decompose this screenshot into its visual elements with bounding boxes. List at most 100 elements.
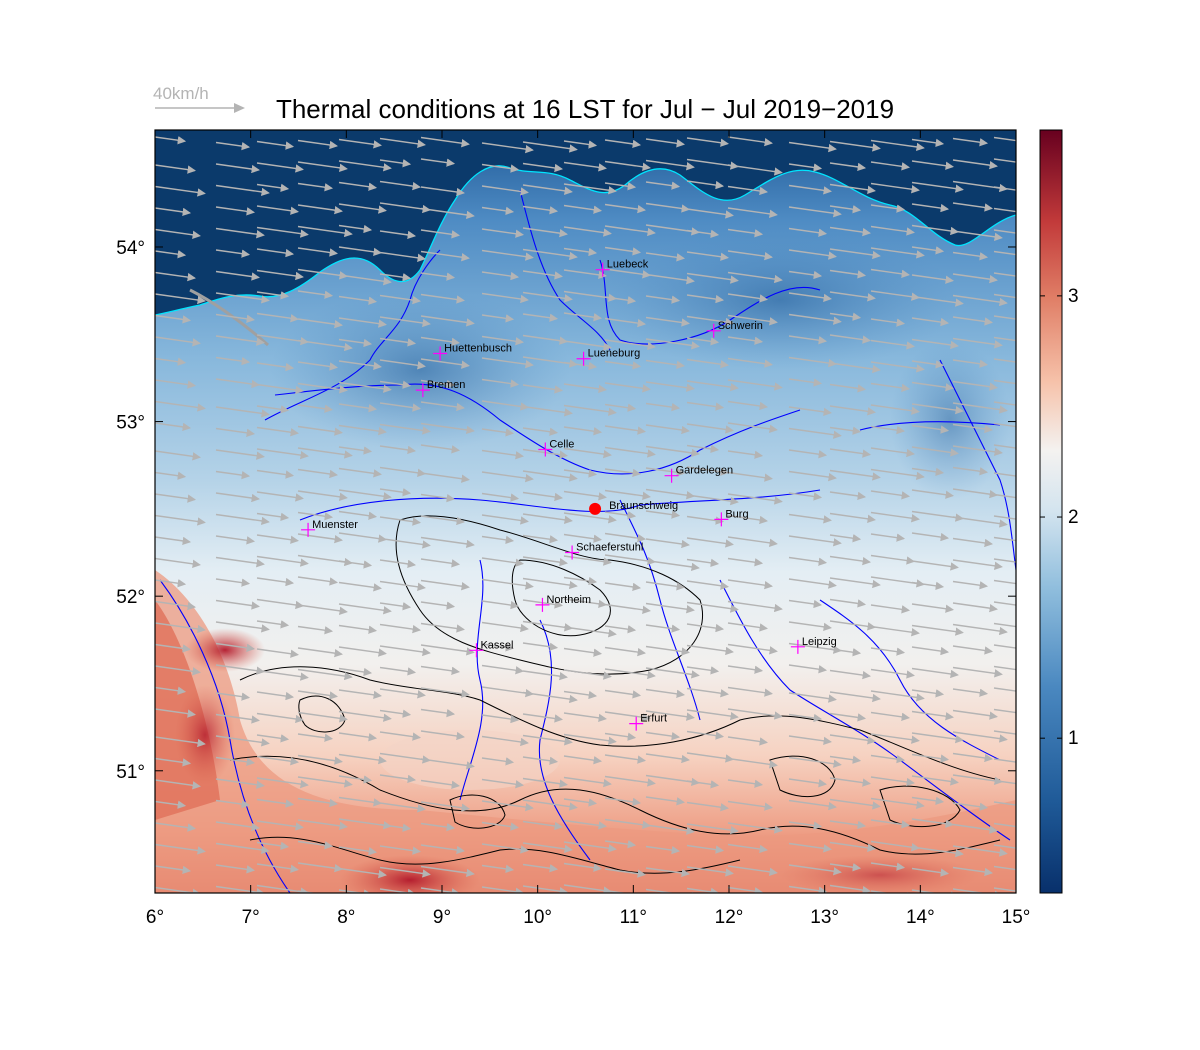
wind-arrow: [379, 316, 431, 328]
wind-arrow: [522, 799, 578, 811]
warm-region-south: [155, 570, 1016, 893]
wind-arrow: [379, 180, 421, 191]
wind-arrow: [563, 733, 617, 745]
wind-arrow: [522, 384, 564, 394]
wind-arrow: [686, 558, 720, 567]
wind-arrow: [420, 493, 456, 503]
wind-arrow: [563, 226, 612, 237]
wind-arrow: [522, 291, 573, 303]
lat-tick-label: 52°: [116, 587, 145, 608]
wind-arrow: [379, 731, 421, 741]
wind-arrow: [686, 709, 739, 721]
wind-arrow: [155, 493, 196, 503]
wind-arrow: [604, 182, 637, 191]
wind-arrow: [420, 444, 461, 454]
wind-arrow: [256, 405, 290, 414]
wind-arrow: [870, 711, 911, 721]
wind-arrow: [952, 845, 1008, 857]
wind-arrow: [952, 537, 994, 548]
wind-arrow: [297, 447, 353, 459]
wind-arrow: [993, 822, 1016, 828]
wind-arrow: [788, 778, 828, 788]
wind-arrow: [155, 514, 206, 526]
colorbar: [1039, 129, 1063, 894]
wind-arrow: [563, 361, 598, 371]
wind-arrow: [481, 314, 515, 323]
wind-arrow: [604, 711, 651, 722]
wind-arrow: [522, 184, 573, 196]
wind-arrow: [297, 604, 348, 616]
wind-arrow: [215, 313, 256, 323]
wind-arrow: [952, 445, 1003, 457]
wind-arrow: [481, 735, 529, 747]
wind-arrow: [870, 625, 920, 637]
wind-arrow: [379, 337, 417, 347]
wind-arrow: [870, 290, 920, 301]
wind-arrow: [379, 516, 421, 526]
wind-arrow: [993, 493, 1016, 499]
wind-arrow: [788, 756, 842, 768]
wind-arrow: [727, 665, 764, 674]
lon-tick-label: 10°: [523, 907, 552, 928]
wind-arrow: [155, 336, 201, 347]
wind-arrow: [522, 777, 568, 788]
wind-arrow: [686, 644, 734, 656]
wind-arrow: [952, 752, 994, 763]
wind-arrow: [155, 271, 196, 282]
wind-arrow: [215, 578, 251, 587]
wind-arrow: [645, 510, 681, 519]
wind-arrow: [645, 559, 700, 572]
wind-arrow: [952, 402, 1008, 414]
wind-arrow: [215, 756, 256, 766]
wind-arrow: [911, 295, 964, 307]
wind-arrow: [215, 513, 270, 526]
wind-arrow: [727, 228, 764, 238]
wind-arrow: [256, 491, 304, 502]
wind-arrow: [686, 494, 739, 506]
wind-arrow: [952, 380, 998, 391]
wind-arrow: [645, 359, 686, 369]
map-title: Thermal conditions at 16 LST for Jul − J…: [276, 94, 894, 124]
wind-arrow: [563, 512, 617, 524]
wind-arrow: [829, 691, 881, 703]
wind-arrow: [686, 623, 725, 633]
wind-arrow: [952, 823, 998, 834]
city-luebeck: Luebeck: [595, 259, 649, 277]
wind-arrow: [870, 797, 925, 810]
wind-arrow: [993, 401, 1016, 406]
wind-arrow: [563, 884, 612, 893]
wind-arrow: [420, 801, 470, 812]
wind-arrow: [256, 777, 309, 789]
wind-arrow: [155, 843, 206, 855]
wind-arrow: [829, 226, 871, 237]
city-erfurt: Erfurt: [629, 713, 667, 731]
city-marker-icon: [576, 351, 591, 366]
wind-arrow: [155, 708, 196, 718]
wind-arrow: [522, 691, 578, 704]
city-bremen: Bremen: [415, 379, 465, 398]
wind-arrow: [686, 730, 725, 740]
wind-arrow: [604, 246, 642, 256]
wind-arrow: [727, 400, 769, 411]
city-label: Huettenbusch: [444, 342, 512, 354]
wind-arrow: [481, 600, 520, 610]
wind-arrow: [256, 669, 309, 681]
wind-arrow: [420, 865, 475, 878]
wind-arrow: [829, 863, 862, 872]
wind-arrow: [563, 490, 607, 501]
wind-arrow: [686, 466, 729, 476]
wind-arrow: [686, 358, 729, 369]
wind-arrow: [788, 842, 832, 853]
wind-arrow: [338, 581, 382, 592]
wind-arrow: [379, 445, 417, 455]
wind-arrow: [645, 381, 695, 392]
wind-arrow: [297, 290, 334, 299]
wind-arrow: [645, 538, 690, 549]
wind-arrow: [522, 313, 559, 322]
wind-arrow: [993, 665, 1016, 671]
wind-arrow: [870, 425, 906, 435]
wind-arrow: [604, 425, 646, 435]
wind-arrow: [215, 621, 270, 633]
wind-arrow: [870, 819, 911, 829]
wind-arrow: [952, 273, 998, 284]
